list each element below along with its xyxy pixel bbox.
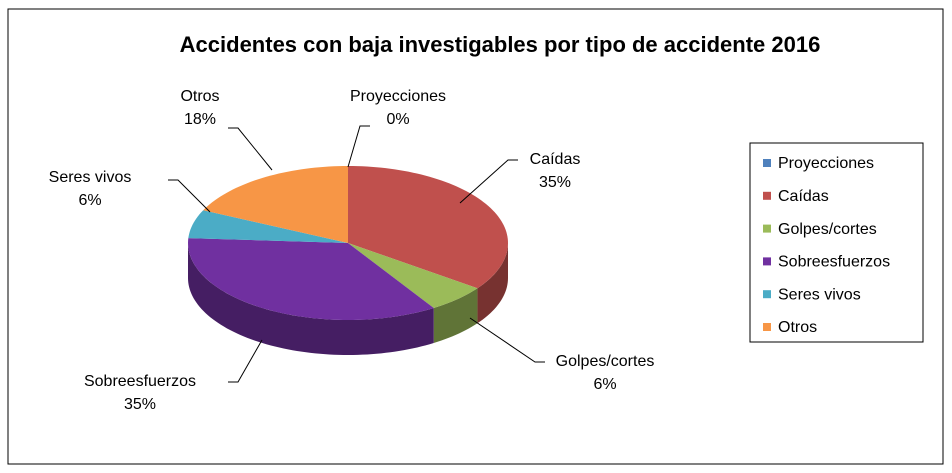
data-label-name: Caídas xyxy=(530,151,581,168)
pie-slice xyxy=(188,238,434,320)
data-label-value: 6% xyxy=(78,192,101,209)
data-label-value: 6% xyxy=(593,376,616,393)
data-label-value: 0% xyxy=(386,111,409,128)
legend-label: Otros xyxy=(778,319,817,336)
legend-swatch xyxy=(763,257,771,266)
leader-line xyxy=(347,125,370,168)
pie xyxy=(188,166,508,355)
legend-swatch xyxy=(763,191,771,200)
pie-side xyxy=(188,243,434,355)
data-label-value: 18% xyxy=(184,111,216,128)
pie-side xyxy=(433,288,478,344)
pie-slice xyxy=(203,166,348,243)
legend-box xyxy=(749,142,924,343)
labels: Proyecciones 0% Caídas 35% Golpes/cortes 6% So… xyxy=(49,88,655,413)
data-label-value: 35% xyxy=(124,396,156,413)
leader-line xyxy=(168,179,211,213)
legend-label: Golpes/cortes xyxy=(778,221,877,238)
pie-slice xyxy=(188,210,348,243)
pie-slice xyxy=(348,166,508,289)
legend-label: Caídas xyxy=(778,188,829,205)
pie-slice xyxy=(348,243,478,309)
leader-line xyxy=(228,339,263,383)
legend-swatch xyxy=(763,224,771,233)
data-label-name: Otros xyxy=(180,88,219,105)
data-label-name: Seres vivos xyxy=(49,169,132,186)
legend-swatch xyxy=(763,323,771,331)
leader-line xyxy=(228,127,273,171)
leader-line xyxy=(469,317,545,363)
legend-swatch xyxy=(763,290,771,299)
data-label-name: Proyecciones xyxy=(350,88,446,105)
legend-label: Sobreesfuerzos xyxy=(778,254,890,271)
legend-label: Seres vivos xyxy=(778,286,861,303)
leader-line xyxy=(459,159,518,204)
chart-title: Accidentes con baja investigables por ti… xyxy=(179,32,821,57)
pie-side xyxy=(477,243,508,324)
data-label-name: Golpes/cortes xyxy=(556,353,655,370)
legend-label: Proyecciones xyxy=(778,155,874,172)
data-label-name: Sobreesfuerzos xyxy=(84,373,196,390)
data-label-value: 35% xyxy=(539,174,571,191)
legend-swatch xyxy=(763,159,771,167)
